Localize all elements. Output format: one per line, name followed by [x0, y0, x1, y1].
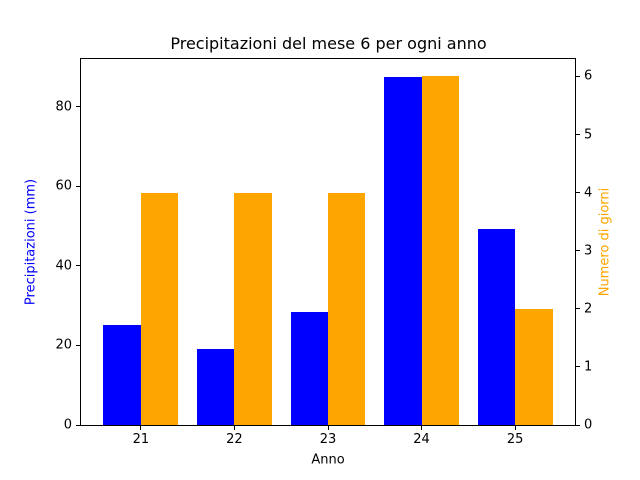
- x-tick-label: 23: [319, 432, 337, 447]
- y-left-tick-label: 20: [55, 337, 72, 353]
- y-left-tick-label: 40: [55, 258, 72, 274]
- y-right-tick-label: 0: [584, 417, 593, 433]
- y-right-tick-label: 1: [584, 359, 593, 375]
- y-left-tick-label: 80: [55, 99, 72, 115]
- y-left-tick-label: 0: [63, 417, 72, 433]
- x-tick-label: 24: [413, 432, 430, 447]
- bar-right-21: [140, 192, 179, 425]
- y-right-tick-label: 3: [584, 243, 593, 259]
- x-tick-mark: [233, 425, 235, 430]
- bar-right-22: [234, 192, 272, 425]
- y-right-tick-mark: [575, 308, 580, 310]
- bar-right-25: [515, 308, 553, 425]
- y-right-tick-mark: [575, 366, 580, 368]
- y-left-tick-mark: [76, 424, 81, 426]
- x-tick-mark: [514, 425, 516, 430]
- bar-left-24: [384, 76, 422, 425]
- plot-area: 0 20 40 60 80 0 1 2 3 4 5 6 21 22 23 24 25: [55, 58, 592, 446]
- bar-right-23: [328, 192, 366, 425]
- y-left-tick-mark: [76, 106, 81, 108]
- y-left-tick-mark: [76, 185, 81, 187]
- bar-left-21: [103, 324, 141, 425]
- x-tick-label: 22: [226, 432, 243, 447]
- y-right-tick-mark: [575, 424, 580, 426]
- y-right-tick-label: 4: [584, 185, 593, 201]
- y-right-tick-mark: [575, 134, 580, 136]
- y-right-tick-label: 2: [584, 301, 593, 317]
- chart-title: Precipitazioni del mese 6 per ogni anno: [170, 34, 487, 53]
- x-tick-mark: [327, 425, 329, 430]
- y-left-tick-mark: [76, 265, 81, 267]
- y-right-tick-mark: [575, 192, 580, 194]
- y-right-tick-label: 5: [584, 127, 593, 143]
- y-axis-right-label: Numero di giorni: [597, 187, 613, 297]
- y-axis-left-label: Precipitazioni (mm): [23, 178, 39, 306]
- bar-left-25: [477, 228, 516, 425]
- y-left-tick-mark: [76, 344, 81, 346]
- x-axis-label: Anno: [311, 452, 345, 468]
- bar-right-24: [421, 76, 459, 425]
- y-right-tick-mark: [575, 75, 580, 77]
- bar-left-22: [197, 349, 235, 425]
- y-left-tick-label: 60: [55, 178, 72, 194]
- x-tick-mark: [140, 425, 142, 430]
- x-tick-label: 25: [506, 432, 524, 447]
- bar-left-23: [290, 312, 328, 425]
- x-tick-label: 21: [132, 432, 150, 447]
- y-right-tick-mark: [575, 250, 580, 252]
- y-right-tick-label: 6: [584, 68, 593, 84]
- x-tick-mark: [421, 425, 423, 430]
